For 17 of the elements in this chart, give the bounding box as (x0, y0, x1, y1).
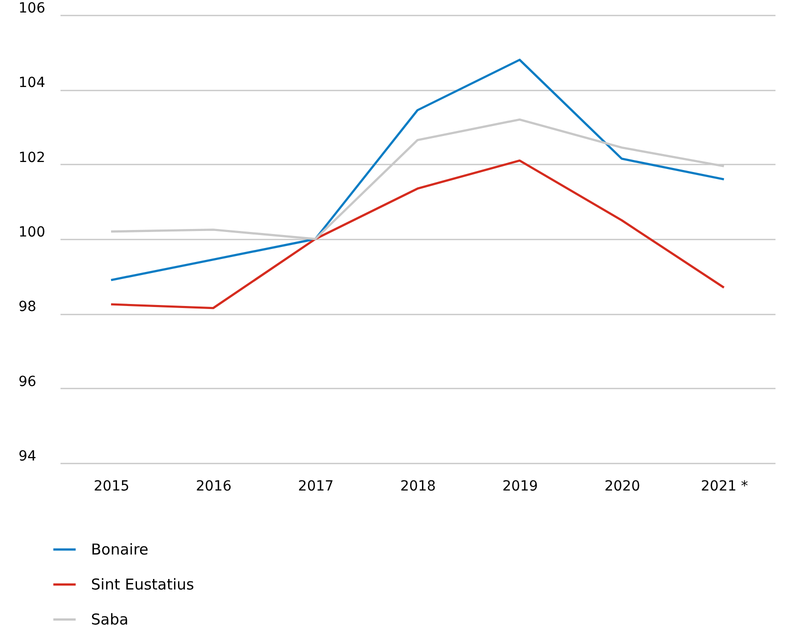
x-tick-label: 2017 (298, 478, 334, 494)
y-tick-label: 94 (18, 448, 36, 464)
x-tick-label: 2015 (94, 478, 130, 494)
y-tick-label: 96 (18, 374, 36, 390)
x-tick-label: 2019 (502, 478, 538, 494)
y-tick-label: 102 (18, 150, 46, 166)
y-tick-label: 100 (18, 224, 46, 240)
x-tick-label: 2018 (400, 478, 436, 494)
x-tick-label: 2016 (196, 478, 232, 494)
x-tick-label: 2020 (604, 478, 640, 494)
legend-label: Bonaire (91, 540, 148, 558)
legend-label: Sint Eustatius (91, 576, 194, 594)
y-tick-label: 98 (18, 299, 36, 316)
y-tick-label: 104 (18, 75, 46, 92)
y-tick-label: 106 (18, 0, 46, 16)
x-tick-label: 2021 * (700, 478, 748, 494)
legend-label: Saba (91, 610, 128, 628)
